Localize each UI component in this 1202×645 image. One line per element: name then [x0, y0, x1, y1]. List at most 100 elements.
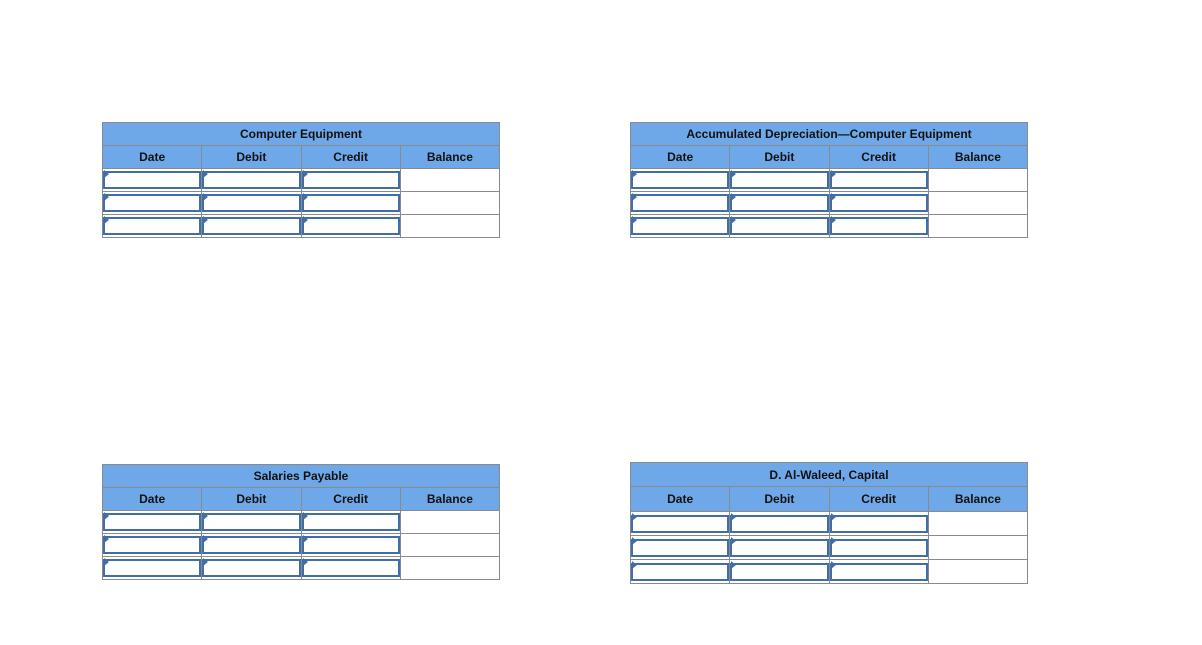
credit-cell	[300, 510, 401, 534]
ledger-table-capital: D. Al-Waleed, Capital Date Debit Credit Bala…	[629, 462, 1029, 584]
credit-input[interactable]	[829, 562, 928, 581]
date-cell	[101, 510, 203, 534]
table-row	[101, 533, 501, 557]
table-row	[629, 191, 1029, 215]
table-row	[101, 556, 501, 580]
date-input[interactable]	[103, 171, 202, 189]
column-header-date: Date	[629, 145, 731, 169]
debit-cell	[201, 214, 302, 238]
credit-input[interactable]	[301, 217, 400, 235]
balance-cell	[927, 535, 1029, 560]
debit-input[interactable]	[730, 171, 829, 189]
debit-input[interactable]	[730, 562, 829, 581]
date-input[interactable]	[103, 536, 202, 554]
debit-input[interactable]	[730, 514, 829, 533]
date-input[interactable]	[631, 171, 730, 189]
table-row	[629, 511, 1029, 536]
debit-cell	[201, 510, 302, 534]
balance-cell	[927, 191, 1029, 215]
date-cell	[629, 559, 731, 584]
ledger-title: Accumulated Depreciation—Computer Equipm…	[630, 122, 1028, 146]
column-header-date: Date	[101, 487, 203, 511]
debit-input[interactable]	[202, 536, 301, 554]
debit-input[interactable]	[202, 171, 301, 189]
ledger-title: Computer Equipment	[102, 122, 500, 146]
balance-cell	[399, 556, 501, 580]
date-cell	[101, 556, 203, 580]
ledger-table-computer-equipment: Computer Equipment Date Debit Credit Balance	[101, 122, 501, 238]
debit-input[interactable]	[202, 194, 301, 212]
credit-input[interactable]	[301, 536, 400, 554]
column-header-date: Date	[629, 486, 731, 512]
column-header-credit: Credit	[828, 145, 929, 169]
date-cell	[101, 214, 203, 238]
balance-cell	[927, 511, 1029, 536]
ledger-table-accumulated-depreciation: Accumulated Depreciation—Computer Equipm…	[629, 122, 1029, 238]
date-input[interactable]	[631, 217, 730, 235]
ledger-title: Salaries Payable	[102, 464, 500, 488]
debit-input[interactable]	[202, 217, 301, 235]
ledger-table-salaries-payable: Salaries Payable Date Debit Credit Balance	[101, 464, 501, 580]
debit-input[interactable]	[730, 194, 829, 212]
table-row	[101, 168, 501, 192]
date-cell	[101, 191, 203, 215]
table-row	[629, 168, 1029, 192]
date-input[interactable]	[631, 562, 730, 581]
balance-cell	[927, 168, 1029, 192]
column-header-balance: Balance	[927, 145, 1029, 169]
balance-cell	[927, 559, 1029, 584]
column-header-debit: Debit	[201, 487, 302, 511]
date-input[interactable]	[103, 217, 202, 235]
date-input[interactable]	[631, 514, 730, 533]
date-cell	[629, 214, 731, 238]
credit-cell	[300, 214, 401, 238]
balance-cell	[399, 191, 501, 215]
credit-input[interactable]	[829, 538, 928, 557]
credit-input[interactable]	[829, 171, 928, 189]
credit-cell	[828, 168, 929, 192]
debit-cell	[729, 168, 830, 192]
ledger-title: D. Al-Waleed, Capital	[630, 462, 1028, 487]
date-input[interactable]	[103, 559, 202, 577]
debit-input[interactable]	[730, 217, 829, 235]
date-cell	[101, 168, 203, 192]
credit-input[interactable]	[829, 194, 928, 212]
date-cell	[629, 511, 731, 536]
credit-cell	[828, 559, 929, 584]
table-row	[629, 214, 1029, 238]
debit-cell	[729, 559, 830, 584]
credit-cell	[300, 533, 401, 557]
credit-input[interactable]	[301, 171, 400, 189]
table-row	[101, 214, 501, 238]
debit-cell	[729, 511, 830, 536]
debit-input[interactable]	[730, 538, 829, 557]
date-input[interactable]	[631, 194, 730, 212]
debit-cell	[729, 535, 830, 560]
date-cell	[629, 535, 731, 560]
credit-input[interactable]	[829, 217, 928, 235]
table-row	[629, 535, 1029, 560]
date-input[interactable]	[103, 194, 202, 212]
credit-input[interactable]	[829, 514, 928, 533]
balance-cell	[927, 214, 1029, 238]
debit-input[interactable]	[202, 559, 301, 577]
credit-input[interactable]	[301, 559, 400, 577]
credit-cell	[300, 168, 401, 192]
column-header-debit: Debit	[729, 486, 830, 512]
balance-cell	[399, 510, 501, 534]
column-header-credit: Credit	[300, 487, 401, 511]
balance-cell	[399, 168, 501, 192]
date-input[interactable]	[631, 538, 730, 557]
credit-input[interactable]	[301, 513, 400, 531]
debit-input[interactable]	[202, 513, 301, 531]
credit-cell	[300, 191, 401, 215]
date-cell	[629, 191, 731, 215]
date-input[interactable]	[103, 513, 202, 531]
balance-cell	[399, 214, 501, 238]
column-header-balance: Balance	[399, 145, 501, 169]
debit-cell	[729, 214, 830, 238]
credit-cell	[300, 556, 401, 580]
table-row	[101, 191, 501, 215]
date-cell	[629, 168, 731, 192]
credit-input[interactable]	[301, 194, 400, 212]
